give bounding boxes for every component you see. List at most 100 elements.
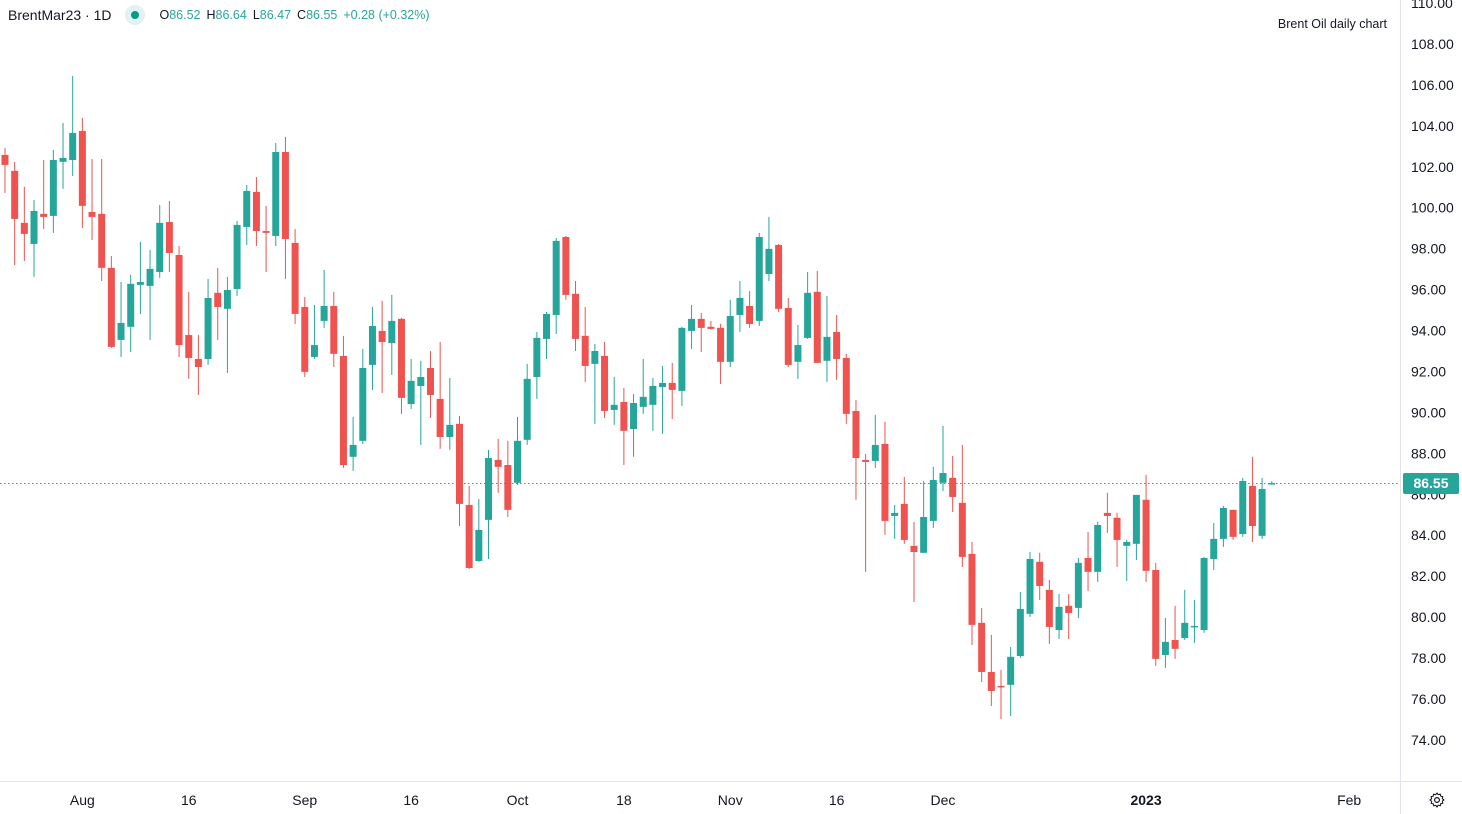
candle-up[interactable] <box>117 282 125 357</box>
candle-down[interactable] <box>1171 605 1179 659</box>
candle-down[interactable] <box>987 634 995 706</box>
candle-up[interactable] <box>417 360 425 445</box>
candle-up[interactable] <box>156 205 164 278</box>
candle-up[interactable] <box>349 416 357 471</box>
candle-down[interactable] <box>978 607 986 682</box>
candle-down[interactable] <box>562 235 570 300</box>
candle-down[interactable] <box>1142 474 1150 582</box>
candle-down[interactable] <box>1103 492 1111 533</box>
candle-up[interactable] <box>368 306 376 390</box>
candle-up[interactable] <box>1094 521 1102 582</box>
candle-up[interactable] <box>485 449 492 559</box>
candle-down[interactable] <box>852 399 860 500</box>
candle-up[interactable] <box>1190 599 1198 643</box>
candle-down[interactable] <box>378 300 386 393</box>
candle-down[interactable] <box>262 205 270 272</box>
candle-up[interactable] <box>591 344 599 424</box>
candle-down[interactable] <box>1229 509 1237 540</box>
candle-up[interactable] <box>794 324 802 379</box>
candle-up[interactable] <box>688 304 696 349</box>
candle-down[interactable] <box>842 353 850 424</box>
candle-down[interactable] <box>291 228 299 324</box>
candle-up[interactable] <box>765 216 773 281</box>
candle-down[interactable] <box>494 438 502 493</box>
candle-down[interactable] <box>185 291 193 379</box>
candle-down[interactable] <box>1 147 9 193</box>
candle-down[interactable] <box>881 421 889 535</box>
candle-up[interactable] <box>610 376 618 425</box>
candle-down[interactable] <box>784 297 792 367</box>
candle-down[interactable] <box>397 317 405 414</box>
candle-up[interactable] <box>871 414 879 468</box>
candle-up[interactable] <box>204 278 212 365</box>
candle-down[interactable] <box>1248 456 1256 542</box>
candle-up[interactable] <box>1219 505 1227 547</box>
candle-down[interactable] <box>194 335 202 396</box>
candle-up[interactable] <box>1026 552 1034 617</box>
candle-down[interactable] <box>958 444 966 567</box>
candle-down[interactable] <box>20 186 28 261</box>
candle-up[interactable] <box>1055 593 1063 640</box>
candle-down[interactable] <box>214 267 222 340</box>
candle-down[interactable] <box>465 485 473 569</box>
candle-down[interactable] <box>572 280 580 351</box>
candle-down[interactable] <box>1152 562 1160 666</box>
candle-down[interactable] <box>1113 512 1121 567</box>
candle-down[interactable] <box>165 200 173 272</box>
candle-up[interactable] <box>755 232 763 327</box>
candle-up[interactable] <box>552 237 560 334</box>
candle-up[interactable] <box>146 249 154 340</box>
candle-up[interactable] <box>59 122 67 189</box>
candle-down[interactable] <box>107 256 115 348</box>
candle-up[interactable] <box>1210 522 1218 571</box>
candle-up[interactable] <box>127 274 135 353</box>
candle-up[interactable] <box>359 348 367 444</box>
candle-down[interactable] <box>339 335 347 468</box>
candle-up[interactable] <box>233 221 241 296</box>
candle-up[interactable] <box>659 365 667 434</box>
time-axis[interactable]: Aug 16 Sep 16 Oct 18 Nov 16 Dec 2023 Feb <box>70 792 1362 808</box>
candle-down[interactable] <box>601 341 609 418</box>
candle-up[interactable] <box>69 75 77 176</box>
candle-up[interactable] <box>1016 591 1024 658</box>
candle-down[interactable] <box>833 314 841 380</box>
candle-down[interactable] <box>426 350 434 418</box>
candle-up[interactable] <box>630 393 638 457</box>
candle-up[interactable] <box>223 276 231 373</box>
candle-down[interactable] <box>504 440 512 518</box>
candle-up[interactable] <box>726 299 734 367</box>
candle-down[interactable] <box>746 291 754 328</box>
candle-down[interactable] <box>813 270 821 363</box>
candle-up[interactable] <box>407 358 415 409</box>
candle-down[interactable] <box>775 243 783 312</box>
candle-up[interactable] <box>939 425 947 492</box>
candle-up[interactable] <box>1007 646 1015 716</box>
candle-down[interactable] <box>11 161 19 266</box>
candle-down[interactable] <box>900 476 908 544</box>
candle-up[interactable] <box>543 311 551 359</box>
candle-up[interactable] <box>823 295 831 382</box>
candle-up[interactable] <box>1181 589 1189 641</box>
candle-down[interactable] <box>910 521 918 602</box>
candle-down[interactable] <box>301 296 309 377</box>
candle-down[interactable] <box>1036 552 1044 600</box>
candle-up[interactable] <box>272 143 280 246</box>
price-axis[interactable]: 74.0076.0078.0080.0082.0084.0086.0088.00… <box>1411 0 1454 748</box>
candle-down[interactable] <box>862 453 870 572</box>
candle-up[interactable] <box>388 294 396 375</box>
candle-down[interactable] <box>997 669 1005 720</box>
candle-down[interactable] <box>717 323 725 384</box>
candle-up[interactable] <box>639 358 647 414</box>
candle-down[interactable] <box>88 158 96 241</box>
candle-up[interactable] <box>1132 494 1140 560</box>
candle-down[interactable] <box>330 291 338 367</box>
candle-up[interactable] <box>1258 477 1266 539</box>
candle-up[interactable] <box>736 280 744 332</box>
candle-down[interactable] <box>581 306 589 382</box>
candle-up[interactable] <box>1074 557 1082 618</box>
candle-up[interactable] <box>1200 556 1208 633</box>
candle-up[interactable] <box>804 271 812 339</box>
candle-down[interactable] <box>455 415 463 527</box>
candle-down[interactable] <box>968 541 976 645</box>
